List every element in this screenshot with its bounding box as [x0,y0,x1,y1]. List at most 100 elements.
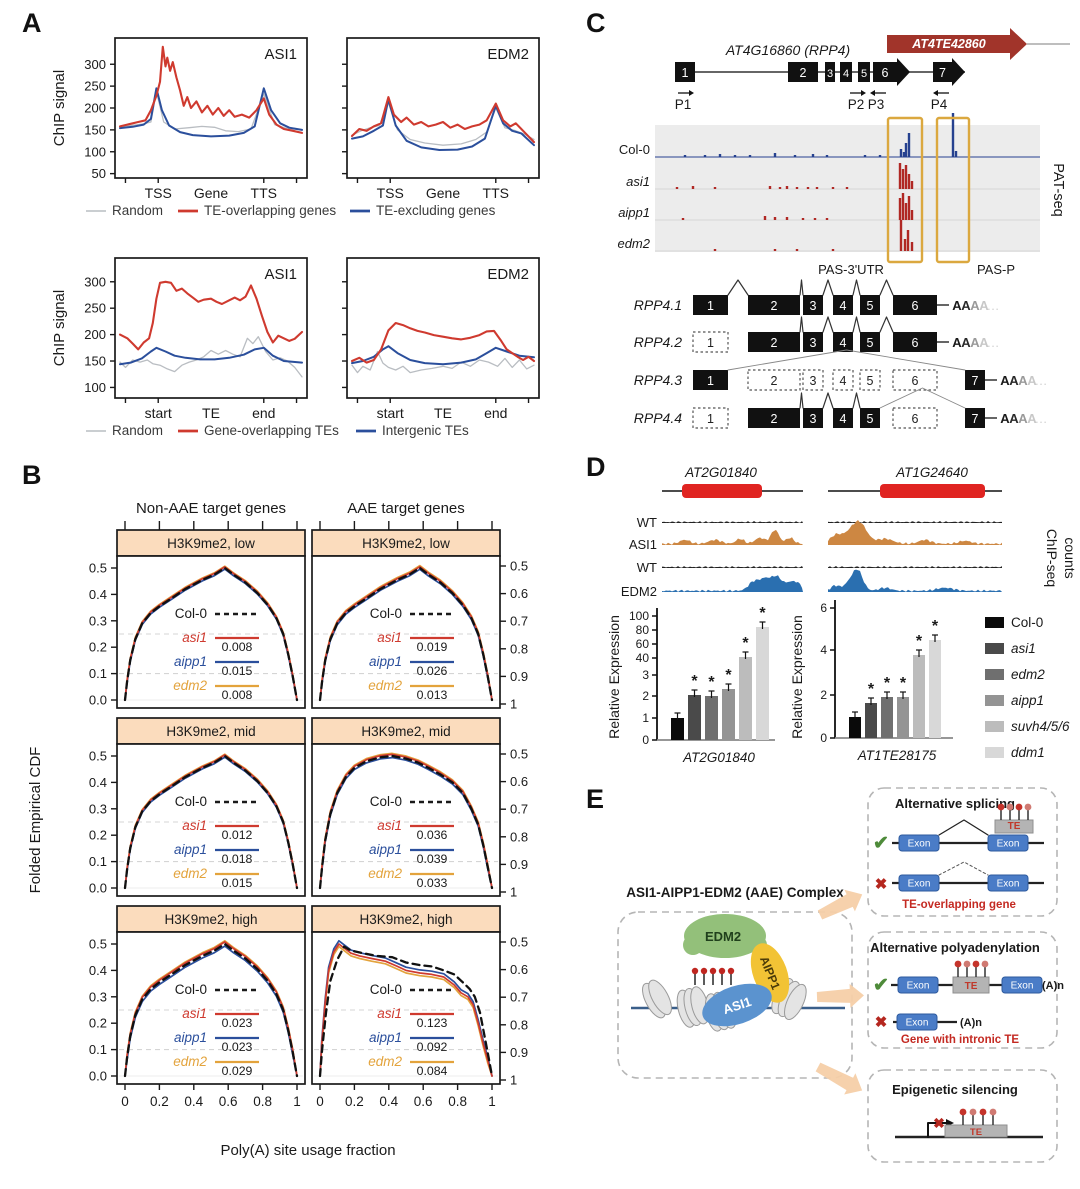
path-shape [799,279,804,296]
exon-box: Exon [906,1018,929,1029]
y-tick-label: 50 [92,166,106,181]
y-tick-label: 250 [84,79,106,94]
rect-shape [898,198,902,220]
rect-shape [985,747,1004,758]
polya-tail: A [970,335,980,350]
exon-number: 3 [810,299,817,313]
rect-shape [893,295,937,315]
exon-number: 5 [861,68,867,80]
column-title: AAE target genes [347,500,465,517]
polygon-shape [861,90,866,96]
complex-title: ASI1-AIPP1-EDM2 (AAE) Complex [626,885,844,900]
rect-shape [688,695,701,740]
path-shape [938,861,989,876]
rect-shape [693,370,728,390]
legend-label: suvh4/5/6 [1011,719,1070,734]
isoform-name: RPP4.4 [634,410,682,426]
rect-shape [773,153,777,157]
significance-star: * [725,667,732,684]
polya-tail: A [979,335,989,350]
x-tick-label: 0.2 [150,1094,169,1109]
box-caption: TE-overlapping gene [902,899,1016,911]
rect-shape [311,529,501,557]
side-label: counts [1062,537,1078,578]
significance-star: * [691,673,698,690]
polygon-shape [897,58,910,86]
panel-c-letter: C [586,8,606,38]
pas-label: PAS-P [977,262,1015,277]
exon-number: 7 [972,374,979,388]
legend-series-name: edm2 [368,1054,402,1069]
p-value: 0.092 [417,1040,448,1054]
plot-title: ASI1 [264,46,297,63]
rect-shape [902,152,906,157]
y-tick-label: 1 [642,711,649,725]
te-box: TE [965,981,978,992]
flow-arrow [817,889,863,920]
methylation-pin [709,967,717,975]
rect-shape [713,249,717,251]
rect-shape [806,187,810,189]
rect-shape [904,203,908,220]
cross-icon: ✖ [933,1115,945,1131]
path-shape [822,316,834,333]
rect-shape [825,218,829,220]
panel-d-letter: D [586,452,606,482]
exon-number: 4 [840,374,847,388]
pas-label: PAS-3'UTR [818,262,884,277]
rect-shape [987,874,1029,892]
path-shape [852,392,861,409]
rect-shape [907,133,911,157]
exon-number: 5 [867,412,874,426]
y-tick-label: 1 [510,697,517,712]
rect-shape [901,169,905,189]
rect-shape [833,408,853,428]
exon-box: Exon [997,879,1020,890]
path-shape [822,279,834,296]
legend-series-name: Col-0 [370,606,402,621]
signal-track [662,575,803,592]
x-tick-label: 0 [121,1094,129,1109]
legend-series-name: edm2 [368,866,402,881]
path-shape [350,96,536,144]
primer-label: P1 [675,97,692,112]
rect-shape [116,743,306,897]
p-value: 0.023 [222,1016,253,1030]
gene-name: AT1G24640 [895,465,968,480]
track-label: WT [637,560,657,575]
rect-shape [898,834,940,852]
polya-tail: … [1035,373,1048,388]
exon-box: Exon [997,839,1020,850]
rect-shape [116,905,306,933]
rect-shape [985,669,1004,680]
legend-series-name: Col-0 [175,794,207,809]
exon-number: 2 [800,66,807,80]
isoform-name: RPP4.2 [634,334,682,350]
rect-shape [722,689,735,740]
x-tick-label: TSS [145,185,172,201]
path-shape [799,392,804,409]
path-shape [879,316,894,333]
x-tick-label: end [484,405,507,421]
methylation-pin [989,1108,997,1116]
signal-track [662,566,803,568]
y-tick-label: 0.7 [510,802,528,817]
rect-shape [985,643,1004,654]
rect-shape [860,332,880,352]
rect-shape [718,154,722,157]
polya-tail: A [1009,411,1019,426]
exon-number: 2 [771,412,778,426]
rect-shape [815,187,819,189]
y-tick-label: 0.6 [510,774,528,789]
polya-tail: A [961,298,971,313]
x-tick-label: 0.6 [219,1094,238,1109]
rect-shape [867,1069,1058,1163]
edm2-blob [684,914,766,958]
path-shape [938,819,989,836]
methylation-pin [981,960,989,968]
polya-tail: A [1000,411,1010,426]
rect-shape [795,249,799,251]
significance-star: * [900,675,907,692]
path-shape [879,279,894,296]
rect-shape [747,369,801,391]
